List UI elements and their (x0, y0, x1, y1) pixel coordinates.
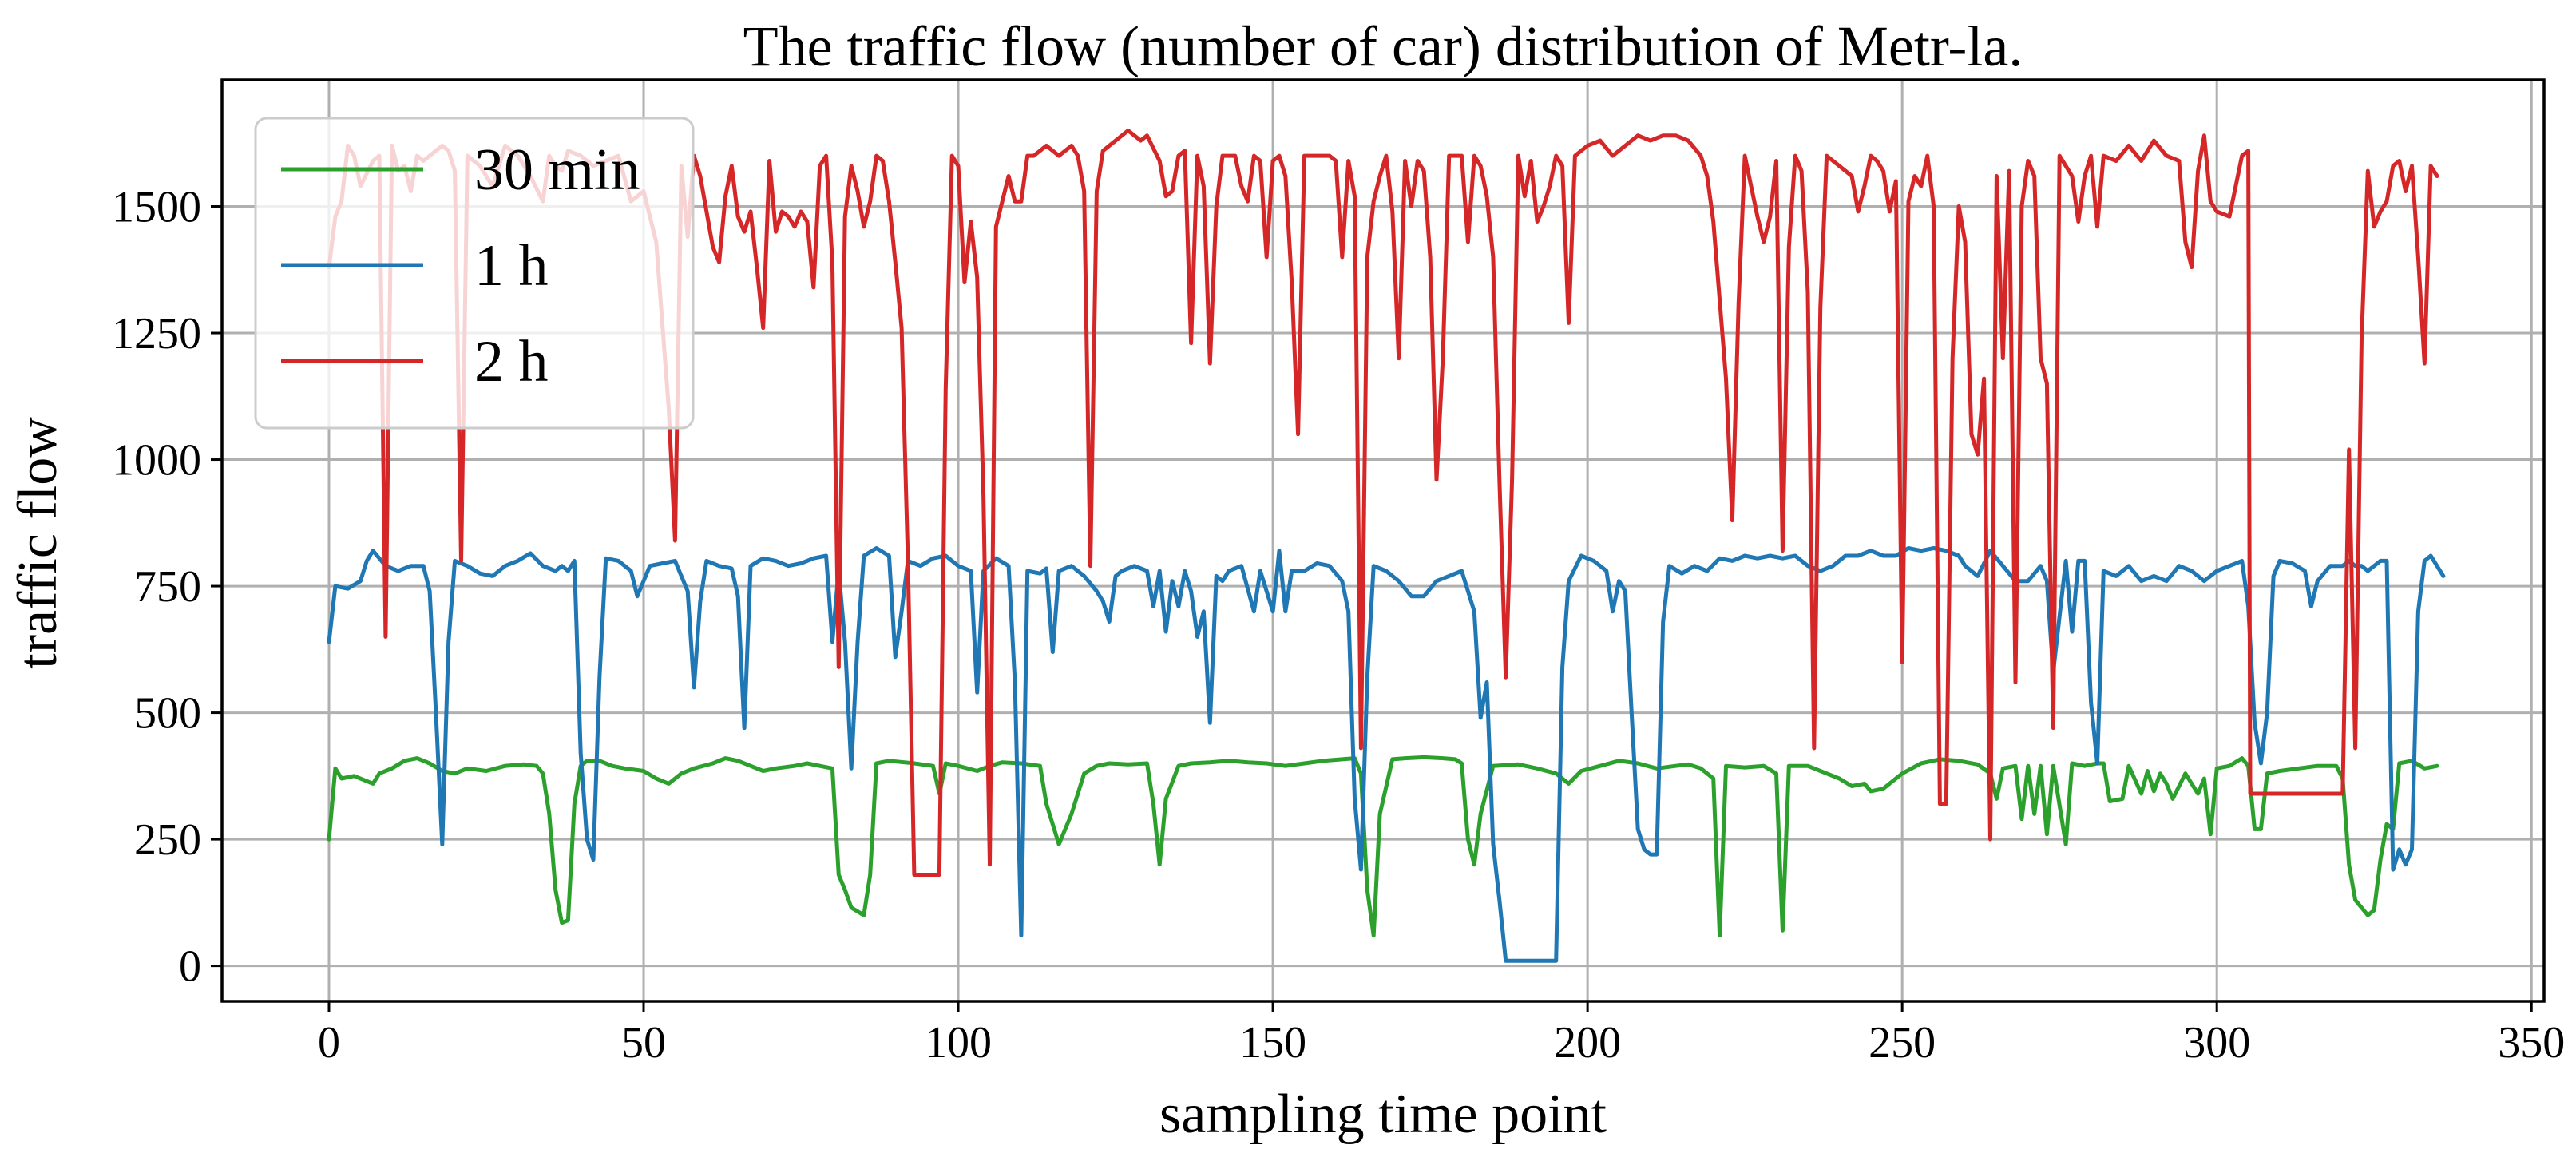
y-axis-ticks: 0 250 500 750 1000 1250 1500 (112, 183, 222, 992)
chart-title: The traffic flow (number of car) distrib… (743, 14, 2023, 78)
legend-label-2-h: 2 h (474, 329, 549, 394)
x-tick-label: 350 (2498, 1018, 2565, 1068)
legend-label-30-min: 30 min (474, 137, 640, 203)
x-tick-label: 0 (318, 1018, 340, 1068)
legend[interactable]: 30 min 1 h 2 h (254, 117, 695, 430)
legend-entry-1-h[interactable]: 1 h (281, 233, 549, 299)
y-tick-label: 1000 (112, 436, 201, 485)
y-axis-label: traffic flow (7, 417, 69, 669)
y-tick-label: 750 (134, 562, 201, 612)
y-tick-label: 0 (179, 942, 201, 992)
x-tick-label: 300 (2183, 1018, 2250, 1068)
y-tick-label: 1250 (112, 309, 201, 359)
series-line-30-min (327, 755, 2439, 938)
x-tick-label: 150 (1239, 1018, 1306, 1068)
y-tick-label: 250 (134, 815, 201, 865)
y-tick-label: 1500 (112, 183, 201, 232)
legend-entry-30-min[interactable]: 30 min (281, 137, 640, 203)
x-tick-label: 250 (1869, 1018, 1936, 1068)
x-tick-label: 200 (1554, 1018, 1621, 1068)
x-tick-label: 50 (621, 1018, 666, 1068)
legend-entry-2-h[interactable]: 2 h (281, 329, 549, 394)
x-axis-ticks: 0 50 100 150 200 250 300 350 (318, 1001, 2565, 1068)
x-tick-label: 100 (925, 1018, 992, 1068)
series-group (327, 128, 2446, 963)
x-axis-label: sampling time point (1159, 1084, 1607, 1145)
legend-label-1-h: 1 h (474, 233, 549, 299)
legend-box (254, 117, 695, 430)
plot-frame (220, 78, 2546, 1003)
y-tick-label: 500 (134, 689, 201, 739)
series-line-2-h (327, 128, 2439, 877)
series-line-1-h (327, 546, 2446, 963)
grid (222, 80, 2544, 1001)
legend-entries: 30 min 1 h 2 h (281, 137, 640, 394)
